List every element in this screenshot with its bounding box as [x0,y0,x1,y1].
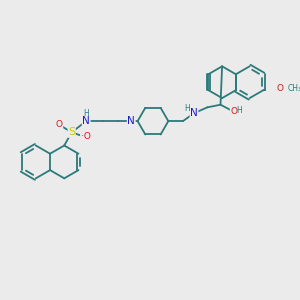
Text: ·O: ·O [80,132,90,141]
Text: H: H [237,106,242,115]
Text: H: H [83,109,88,118]
Text: N: N [190,108,198,118]
Text: H: H [184,104,190,113]
Text: O: O [230,107,237,116]
Text: N: N [82,116,90,126]
Text: O: O [276,84,283,93]
Text: CH₃: CH₃ [288,84,300,93]
Text: O: O [56,120,63,129]
Text: S: S [68,127,75,137]
Text: N: N [128,116,135,126]
